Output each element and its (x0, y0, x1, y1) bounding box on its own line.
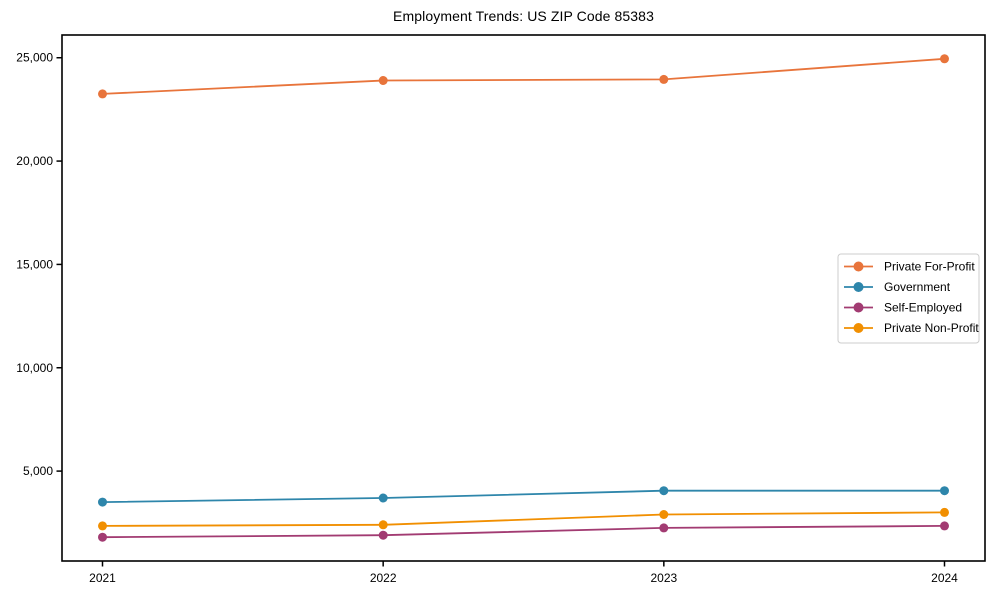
legend-item-self-employed: Self-Employed (844, 301, 962, 315)
data-point-marker (98, 89, 107, 99)
series-line (102, 57, 945, 95)
data-point-marker (940, 486, 949, 496)
data-point-marker (659, 523, 669, 533)
series-government (98, 486, 949, 507)
y-axis-tick-label: 15,000 (16, 257, 53, 271)
data-point-marker (940, 507, 949, 517)
legend-item-government: Government (844, 280, 951, 294)
series-line (102, 511, 945, 527)
y-axis-tick-label: 10,000 (16, 361, 53, 375)
legend-marker-icon (853, 261, 864, 272)
series-line (102, 489, 945, 503)
legend: Private For-Profit Government Self-Employe… (837, 253, 980, 344)
y-axis-tick-label: 25,000 (16, 51, 53, 65)
chart-title: Employment Trends: US ZIP Code 85383 (393, 8, 654, 24)
legend-marker-icon (853, 282, 864, 292)
data-point-marker (940, 521, 949, 531)
legend-item-private-for-profit: Private For-Profit (844, 260, 975, 274)
legend-label: Private For-Profit (884, 260, 975, 274)
data-point-marker (378, 520, 388, 530)
data-point-marker (659, 510, 669, 519)
series-line (102, 525, 945, 539)
data-point-marker (378, 530, 388, 540)
legend-item-private-non-profit: Private Non-Profit (844, 321, 979, 335)
legend-label: Government (884, 280, 951, 294)
y-axis-tick-label: 20,000 (16, 154, 53, 168)
series-self-employed (98, 521, 949, 542)
x-axis-tick-label: 2024 (931, 571, 958, 585)
series-private-non-profit (98, 507, 949, 531)
legend-box (837, 253, 980, 344)
series-private-for-profit (98, 54, 949, 99)
data-point-marker (98, 532, 107, 542)
data-point-marker (378, 493, 388, 503)
y-axis-tick-label: 5,000 (23, 464, 53, 478)
plot-area-border (61, 34, 986, 562)
legend-marker-icon (853, 302, 864, 313)
x-axis-tick-label: 2022 (370, 571, 397, 585)
data-point-marker (659, 74, 669, 84)
legend-marker-icon (853, 323, 864, 333)
data-point-marker (940, 54, 949, 64)
data-point-marker (378, 76, 388, 85)
legend-label: Self-Employed (884, 301, 962, 315)
data-point-marker (98, 497, 107, 507)
data-point-marker (98, 521, 107, 531)
x-axis-tick-label: 2021 (89, 571, 116, 585)
legend-label: Private Non-Profit (884, 321, 979, 335)
data-point-marker (659, 486, 669, 496)
x-axis-tick-label: 2023 (650, 571, 677, 585)
